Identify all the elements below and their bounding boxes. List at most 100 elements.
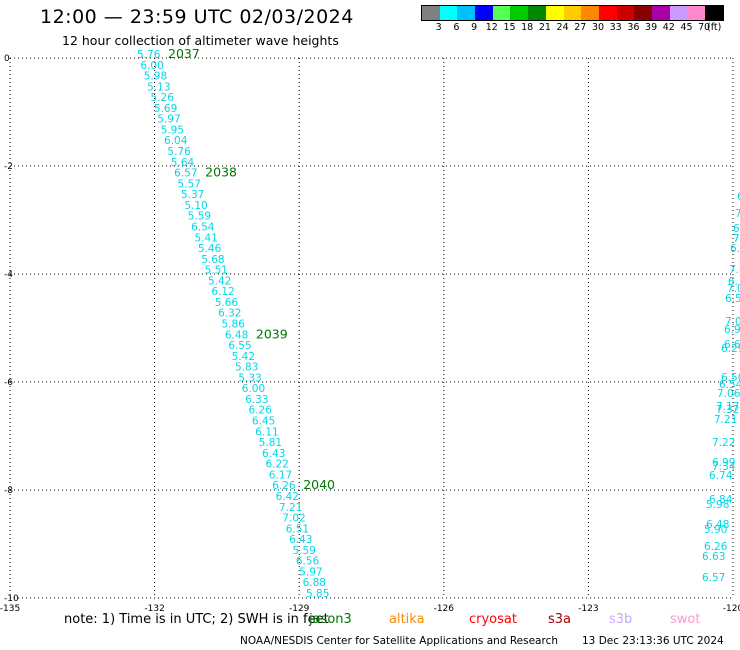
- scale-swatch: [457, 6, 476, 20]
- scale-label: 24: [556, 22, 569, 33]
- pass-time-label: 2037: [168, 46, 200, 61]
- wave-height-value: 6.63: [702, 551, 725, 563]
- scale-label: 6: [453, 22, 460, 33]
- scale-swatch: [475, 6, 493, 20]
- y-tick-label: -4: [4, 270, 13, 280]
- y-tick-label: -6: [4, 378, 13, 388]
- scale-swatch: [705, 6, 723, 20]
- wave-height-value: 7: [735, 208, 740, 220]
- wave-height-value: 6.74: [709, 470, 733, 482]
- x-tick-label: -135: [0, 604, 20, 612]
- wave-height-value: 5.68: [201, 254, 224, 266]
- wave-height-value: 6.26: [249, 405, 273, 417]
- wave-height-value: 7.: [729, 264, 739, 276]
- pass-time-label: 2039: [256, 326, 288, 341]
- scale-swatch: [581, 6, 599, 20]
- scale-label: 42: [662, 22, 675, 33]
- color-scale-unit: (ft): [707, 22, 722, 33]
- wave-height-value: 6.48: [706, 519, 729, 531]
- wave-height-value: 6.57: [702, 572, 725, 584]
- wave-height-value: 5.57: [178, 178, 201, 190]
- wave-height-value: 6.51: [286, 523, 309, 535]
- wave-height-value: 5.41: [194, 232, 217, 244]
- wave-height-value: 6.54: [191, 221, 215, 233]
- wave-height-value: 5.42: [208, 275, 231, 287]
- x-tick-label: -132: [144, 604, 164, 612]
- wave-height-value: 7.22: [712, 437, 735, 449]
- x-tick-label: -120: [723, 604, 740, 612]
- wave-height-value: 5.59: [188, 211, 211, 223]
- wave-height-value: 6.88: [303, 577, 326, 589]
- wave-height-value: 5.97: [157, 114, 180, 126]
- wave-height-value: 5.42: [232, 351, 255, 363]
- wave-height-value: 6.57: [174, 168, 197, 180]
- wave-height-value: 6.55: [228, 340, 251, 352]
- wave-height-value: 5.59: [292, 545, 315, 557]
- wave-height-value: 6.42: [276, 491, 299, 503]
- wave-height-value: 6.17: [269, 469, 292, 481]
- wave-height-value: 5.85: [306, 588, 329, 600]
- page-title: 12:00 — 23:59 UTC 02/03/2024: [40, 6, 354, 28]
- scale-label: 18: [521, 22, 534, 33]
- wave-height-value: 5.13: [147, 81, 170, 93]
- wave-height-value: 6.00: [242, 383, 265, 395]
- wave-height-value: 7.34: [712, 461, 736, 473]
- wave-height-value: 6.11: [255, 426, 278, 438]
- wave-height-value: 5.83: [235, 362, 258, 374]
- wave-height-value: 6.: [728, 276, 738, 288]
- wave-height-value: 7.06: [717, 388, 740, 400]
- wave-height-value: 5.51: [205, 265, 228, 277]
- wave-height-value: 7.0: [725, 316, 740, 328]
- x-tick-label: -126: [434, 604, 455, 612]
- legend-item-s3b: s3b: [609, 612, 633, 627]
- wave-height-value: 7.17: [716, 401, 739, 413]
- wave-height-value: 6.22: [265, 459, 288, 471]
- legend-item-cryosat: cryosat: [469, 612, 517, 627]
- credit-line: NOAA/NESDIS Center for Satellite Applica…: [240, 635, 558, 647]
- wave-height-value: 5.86: [222, 319, 246, 331]
- legend-item-s3a: s3a: [548, 612, 572, 627]
- wave-height-value: 6.50: [721, 372, 740, 384]
- wave-height-value: 6.99: [712, 457, 735, 469]
- scale-label: 12: [485, 22, 498, 33]
- x-tick-label: -129: [289, 604, 310, 612]
- wave-height-value: 6.9: [724, 324, 740, 336]
- wave-height-value: 5.97: [299, 566, 322, 578]
- wave-height-value: 6.43: [289, 534, 312, 546]
- wave-height-value: 6.43: [262, 448, 285, 460]
- footer-note: note: 1) Time is in UTC; 2) SWH is in fe…: [64, 612, 329, 627]
- scale-label: 39: [645, 22, 658, 33]
- wave-height-value: 6.32: [218, 308, 241, 320]
- wave-height-value: 5.95: [161, 124, 184, 136]
- wave-height-value: 6.48: [225, 329, 248, 341]
- wave-height-value: 6.: [730, 243, 740, 255]
- wave-height-value: 5.76: [137, 49, 161, 61]
- scale-swatch: [634, 6, 652, 20]
- wave-height-value: 6.26: [272, 480, 296, 492]
- wave-height-value: 7.21: [714, 414, 737, 426]
- wave-height-value: 6.00: [140, 60, 163, 72]
- scale-swatch: [669, 6, 688, 20]
- legend-item-jason3: jason3: [309, 612, 352, 627]
- wave-height-value: 6.29: [721, 343, 740, 355]
- scale-swatch: [687, 6, 705, 20]
- y-tick-label: -8: [4, 486, 13, 496]
- wave-height-value: 7.02: [282, 513, 305, 525]
- scale-swatch: [616, 6, 635, 20]
- wave-height-value: 6.54: [719, 379, 740, 391]
- legend-item-altika: altika: [389, 612, 425, 627]
- wave-height-value: 7.0: [727, 283, 740, 295]
- wave-height-value: 5.64: [171, 157, 195, 169]
- scale-swatch: [598, 6, 617, 20]
- scale-label: 30: [591, 22, 605, 33]
- wave-height-value: 7.32: [716, 404, 739, 416]
- wave-height-value: 6.33: [245, 394, 268, 406]
- scale-label: 3: [435, 22, 442, 33]
- wave-height-value: 7: [733, 233, 740, 245]
- wave-height-value: 5.81: [259, 437, 282, 449]
- wave-height-value: 5.33: [238, 372, 261, 384]
- wave-height-value: 6.26: [704, 541, 728, 553]
- wave-height-value: 5.46: [198, 243, 222, 255]
- y-tick-label: -10: [4, 594, 19, 604]
- wave-height-value: 5.90: [704, 524, 727, 536]
